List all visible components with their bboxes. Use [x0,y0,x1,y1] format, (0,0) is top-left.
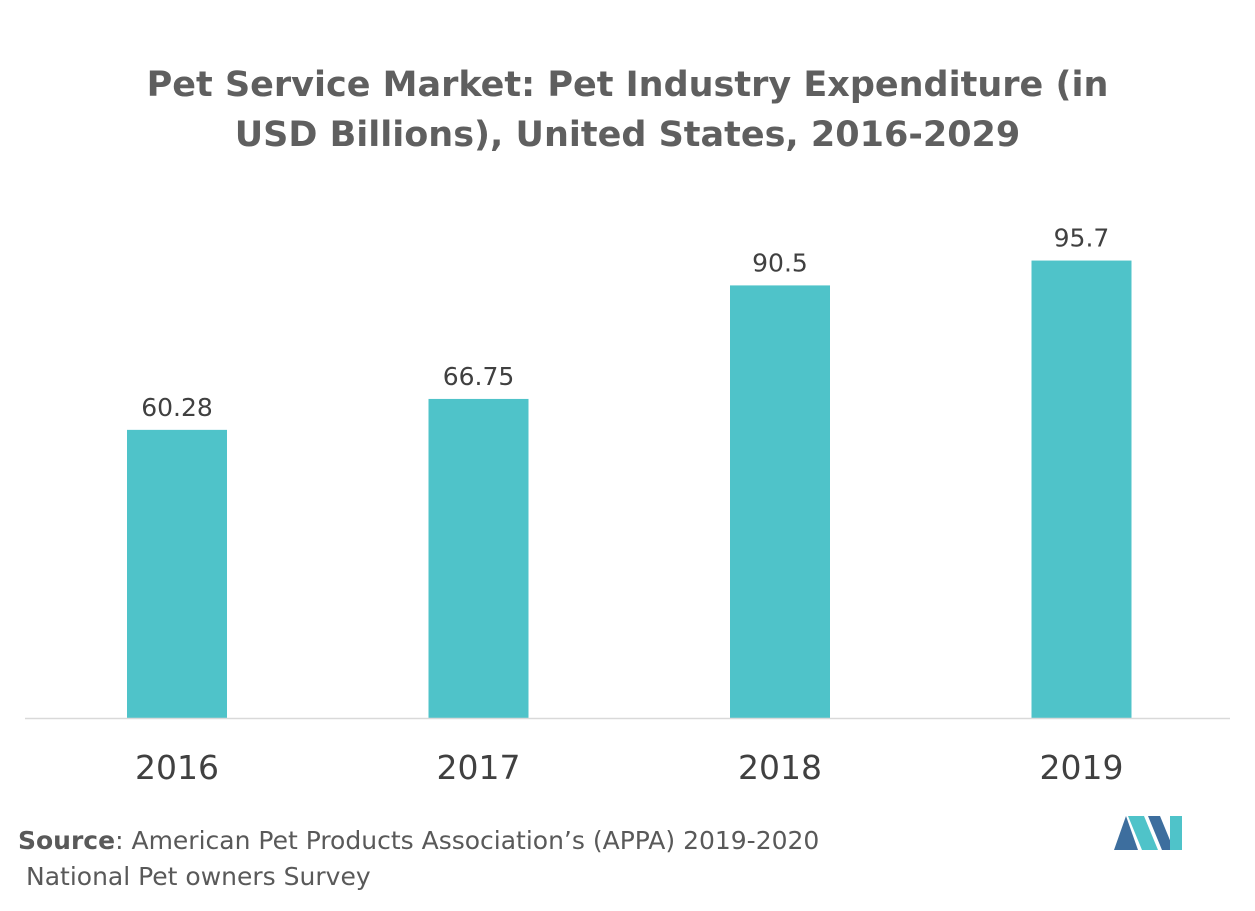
source-label: Source [18,826,116,855]
mordor-logo-icon [1114,816,1182,850]
data-label-2019: 95.7 [1054,224,1110,253]
chart-title-line-2: USD Billions), United States, 2016-2029 [234,115,1021,155]
bar-2019 [1031,260,1132,718]
x-tick-label-2019: 2019 [1040,748,1124,787]
data-label-2016: 60.28 [141,393,213,422]
bar-2016 [127,429,227,718]
x-tick-label-2017: 2017 [437,748,521,787]
bar-2017 [428,398,529,718]
source-note: Source: American Pet Products Associatio… [18,823,819,895]
source-text-line-1: : American Pet Products Association’s (A… [115,826,820,855]
data-label-2018: 90.5 [752,248,808,277]
chart-title-line-1: Pet Service Market: Pet Industry Expendi… [146,65,1109,105]
chart-title: Pet Service Market: Pet Industry Expendi… [0,60,1255,160]
bar-2018 [730,285,830,718]
data-label-2017: 66.75 [443,362,515,391]
source-text-line-2: National Pet owners Survey [26,862,371,891]
x-tick-label-2016: 2016 [135,748,219,787]
x-tick-label-2018: 2018 [738,748,822,787]
